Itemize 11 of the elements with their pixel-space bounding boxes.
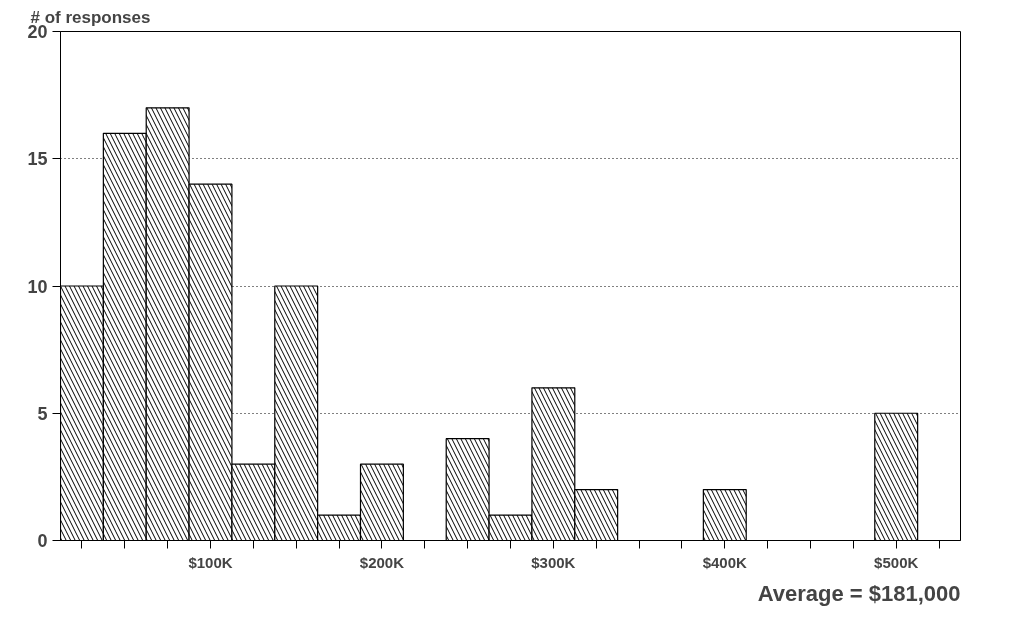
x-tick-label: $200K [359, 553, 405, 571]
y-tick-label: 20 [27, 22, 48, 42]
x-tick-label: $400K [702, 553, 748, 571]
y-tick-label: 10 [27, 276, 48, 297]
x-tick-label: $300K [531, 553, 576, 571]
y-tick-label: 0 [37, 531, 48, 551]
y-tick-label: 15 [27, 149, 48, 170]
y-tick-label: 5 [37, 403, 48, 424]
text: Average = $181,000 [757, 580, 961, 606]
x-tick-label: $100K [188, 553, 233, 571]
x-tick-label: $500K [874, 553, 919, 571]
